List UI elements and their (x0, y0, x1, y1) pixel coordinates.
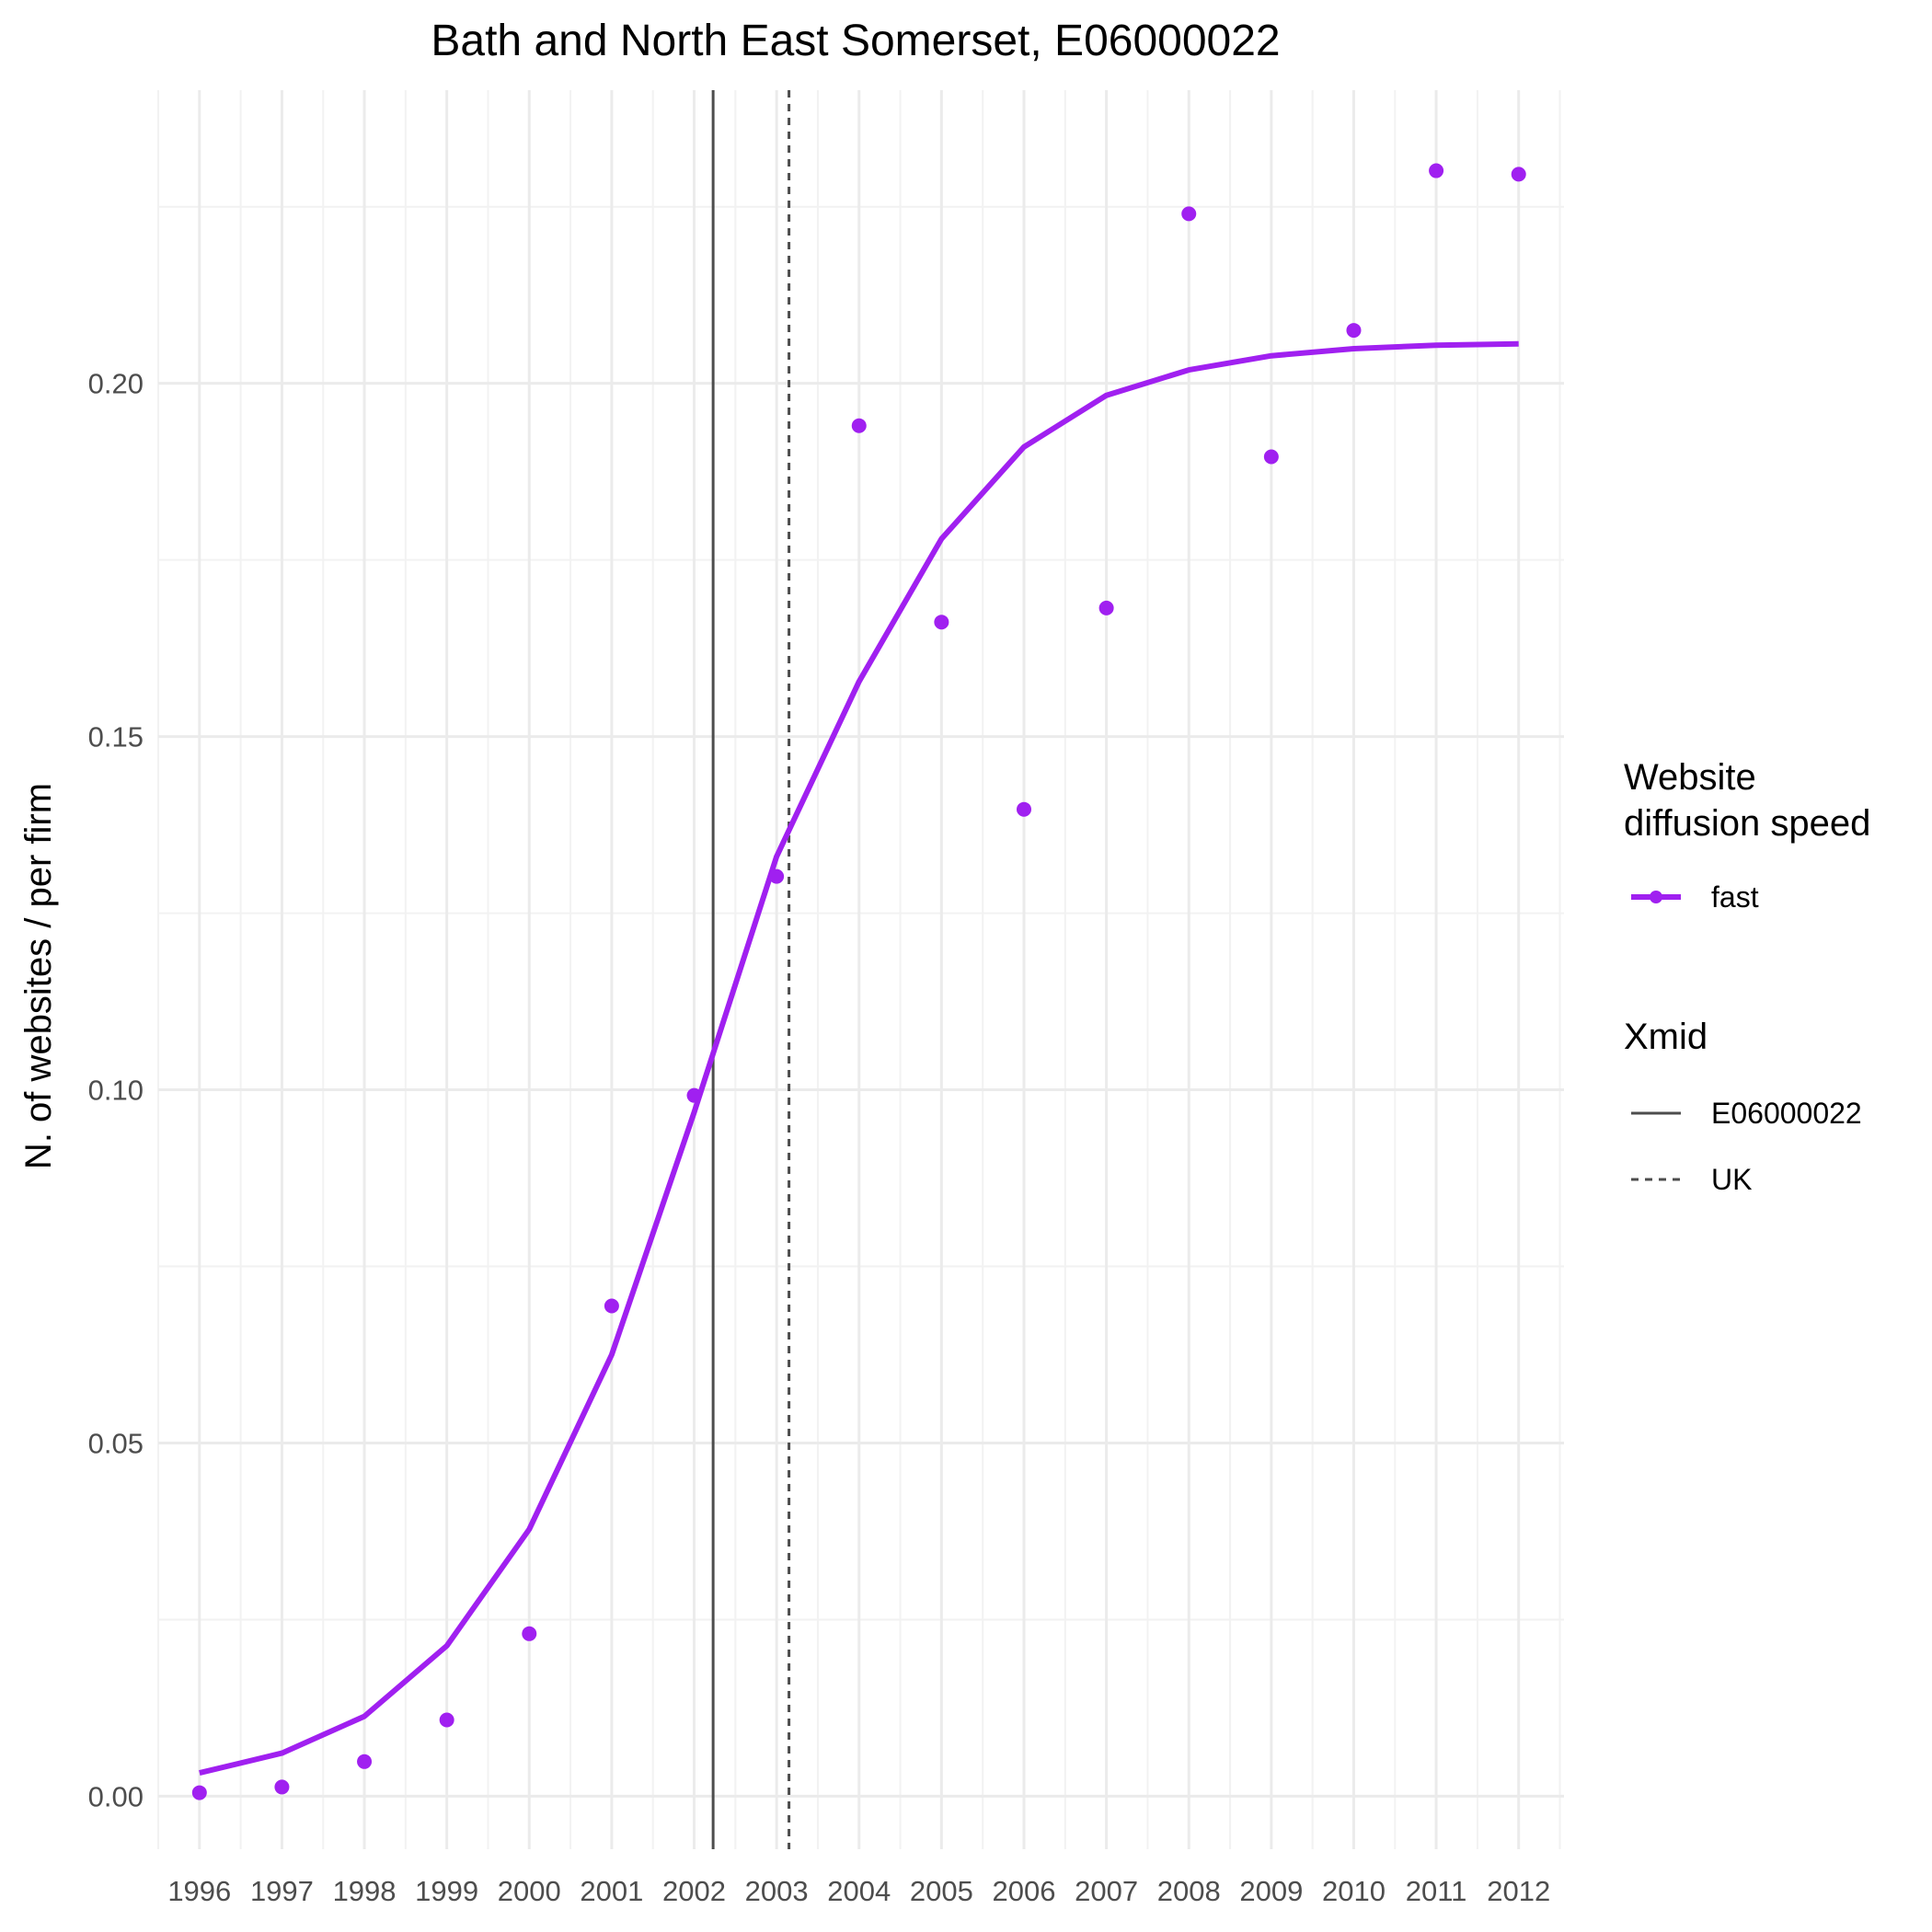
x-tick-label: 2002 (662, 1875, 726, 1907)
y-tick-label: 0.10 (88, 1075, 144, 1107)
data-point-2008 (1181, 206, 1197, 222)
data-point-2007 (1098, 600, 1114, 615)
chart-title: Bath and North East Somerset, E06000022 (431, 17, 1280, 65)
vlines (711, 90, 791, 1849)
x-tick-label: 1999 (415, 1875, 478, 1907)
legend-title-speed-line-1: Website (1624, 757, 1756, 798)
x-tick-label: 2006 (993, 1875, 1056, 1907)
data-point-2012 (1511, 167, 1526, 182)
x-tick-label: 2010 (1322, 1875, 1386, 1907)
y-tick-label: 0.15 (88, 721, 144, 753)
data-point-2001 (604, 1298, 619, 1314)
legend-title-speed-line-2: diffusion speed (1624, 803, 1870, 844)
gridlines (157, 90, 1564, 1849)
data-point-1997 (274, 1779, 290, 1795)
x-tick-label: 1998 (333, 1875, 397, 1907)
data-point-1996 (191, 1785, 207, 1800)
data-point-1999 (439, 1712, 454, 1728)
data-point-2000 (522, 1626, 537, 1641)
data-point-2006 (1016, 801, 1031, 817)
x-tick-label: 2003 (745, 1875, 809, 1907)
data-point-2003 (769, 868, 785, 884)
y-tick-label: 0.05 (88, 1427, 144, 1459)
x-tick-label: 2000 (498, 1875, 561, 1907)
y-tick-label: 0.20 (88, 368, 144, 400)
legend: Website diffusion speed fast Xmid E06000… (1624, 757, 1870, 1196)
x-tick-label: 2008 (1157, 1875, 1221, 1907)
points-layer (191, 163, 1526, 1800)
x-tick-label: 1997 (250, 1875, 314, 1907)
fitted-curve-layer (199, 340, 1519, 1777)
x-tick-label: 2004 (827, 1875, 891, 1907)
data-point-2004 (851, 418, 867, 433)
legend-label-fast: fast (1711, 880, 1759, 914)
data-point-2010 (1346, 323, 1362, 339)
x-tick-label: 2001 (580, 1875, 643, 1907)
x-tick-label: 1996 (167, 1875, 231, 1907)
x-tick-label: 2007 (1075, 1875, 1138, 1907)
x-tick-label: 2012 (1487, 1875, 1550, 1907)
x-axis-ticks: 1996 1997 1998 1999 2000 2001 2002 2003 2004 2005… (167, 1875, 1550, 1907)
data-point-2011 (1429, 163, 1444, 178)
data-point-2009 (1263, 449, 1279, 465)
data-point-1998 (357, 1754, 373, 1769)
y-axis-title: N. of websites / per firm (18, 783, 59, 1169)
data-point-2005 (934, 615, 949, 630)
x-tick-label: 2011 (1406, 1875, 1467, 1907)
fitted-curve-fast (199, 340, 1519, 1777)
y-axis-ticks: 0.00 0.05 0.10 0.15 0.20 (88, 368, 144, 1813)
legend-label-e06000022: E06000022 (1711, 1097, 1862, 1130)
legend-label-uk: UK (1711, 1163, 1752, 1196)
y-tick-label: 0.00 (88, 1780, 144, 1812)
data-point-2002 (686, 1087, 702, 1103)
legend-key-fast-point (1650, 891, 1662, 903)
x-tick-label: 2005 (910, 1875, 973, 1907)
legend-title-xmid: Xmid (1624, 1017, 1708, 1057)
x-tick-label: 2009 (1239, 1875, 1303, 1907)
legend-key-fast (1631, 891, 1681, 903)
